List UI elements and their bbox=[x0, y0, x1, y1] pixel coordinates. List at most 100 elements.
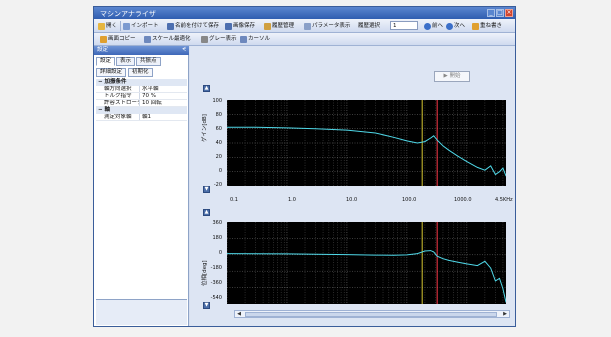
property-value[interactable]: 10 回転 bbox=[142, 100, 162, 106]
minimize-button[interactable]: _ bbox=[487, 9, 495, 17]
data-point bbox=[457, 155, 458, 157]
phase-chart[interactable] bbox=[226, 222, 507, 304]
start-button[interactable]: ▶ 開始 bbox=[434, 71, 470, 82]
gain-ytick: 40 bbox=[215, 140, 222, 146]
property-key: 許容ストローク bbox=[96, 100, 140, 106]
scale-icon bbox=[144, 35, 151, 43]
overlay-button[interactable]: 重ね書き bbox=[472, 21, 502, 31]
data-point bbox=[484, 260, 486, 262]
property-row[interactable]: 測定対象軸 軸1 bbox=[96, 114, 187, 121]
next-button[interactable]: 次へ bbox=[446, 21, 465, 31]
save-image-label: 画像保存 bbox=[233, 23, 256, 29]
property-value[interactable]: 水平軸 bbox=[142, 86, 159, 92]
prev-button[interactable]: 前へ bbox=[424, 21, 443, 31]
property-row[interactable]: トルク指令 70 % bbox=[96, 93, 187, 100]
import-icon bbox=[123, 22, 130, 30]
cursor-label: カーソル bbox=[248, 36, 271, 42]
gain-ytick: 20 bbox=[215, 154, 222, 160]
import-button[interactable]: インポート bbox=[123, 21, 159, 31]
gray-view-button[interactable]: グレー表示 bbox=[201, 34, 237, 44]
param-view-label: パラメータ表示 bbox=[312, 23, 351, 29]
prev-label: 前へ bbox=[432, 23, 444, 29]
phase-ytick: 360 bbox=[212, 220, 222, 226]
freq-tick: 0.1 bbox=[230, 197, 238, 203]
settings-actions: 詳細設定 初期化 bbox=[96, 68, 153, 77]
parameter-icon bbox=[304, 22, 311, 30]
start-label: 開始 bbox=[449, 73, 461, 79]
param-view-button[interactable]: パラメータ表示 bbox=[304, 21, 350, 31]
open-button[interactable]: 開く bbox=[98, 21, 117, 31]
app-window: マシンアナライザ _ □ × 開く インポート 名前を付けて保存 画像保存 履歴… bbox=[93, 6, 516, 327]
data-point bbox=[495, 280, 496, 282]
close-button[interactable]: × bbox=[505, 9, 513, 17]
scale-fit-label: スケール最適化 bbox=[152, 36, 191, 42]
data-point bbox=[436, 139, 438, 141]
data-point bbox=[466, 263, 468, 265]
scale-fit-button[interactable]: スケール最適化 bbox=[144, 34, 191, 44]
initialize-button[interactable]: 初期化 bbox=[128, 68, 153, 77]
data-point bbox=[442, 145, 444, 147]
phase-ytick: 0 bbox=[218, 250, 222, 256]
data-point bbox=[448, 260, 450, 261]
data-point bbox=[490, 165, 492, 167]
history-button[interactable]: 履歴管理 bbox=[264, 21, 294, 31]
overlay-label: 重ね書き bbox=[480, 23, 503, 29]
copy-image-button[interactable]: 画面コピー bbox=[100, 34, 136, 44]
data-point bbox=[417, 142, 418, 144]
history-icon bbox=[264, 22, 271, 30]
tab-display[interactable]: 表示 bbox=[116, 57, 136, 66]
toolbar-separator bbox=[120, 21, 121, 31]
data-point bbox=[406, 254, 408, 256]
property-key: トルク指令 bbox=[96, 93, 140, 99]
scroll-thumb[interactable] bbox=[245, 312, 497, 317]
collapse-bottom-icon[interactable]: ▼ bbox=[203, 302, 210, 309]
settings-pane: 設定 ᗕ 設定 表示 共振点 詳細設定 初期化 − 加振条件 軸方向選択 水平軸 … bbox=[94, 46, 189, 326]
phase-ytick: 180 bbox=[212, 235, 222, 241]
collapse-phase-icon[interactable]: ▲ bbox=[203, 209, 210, 216]
property-row[interactable]: 許容ストローク 10 回転 bbox=[96, 100, 187, 107]
property-category[interactable]: − 加振条件 bbox=[96, 79, 187, 86]
data-point bbox=[476, 265, 478, 266]
scroll-left-icon[interactable]: ◀ bbox=[237, 311, 241, 317]
data-point bbox=[499, 277, 500, 279]
history-label: 履歴管理 bbox=[272, 23, 295, 29]
gain-plot[interactable] bbox=[226, 100, 507, 186]
data-point bbox=[406, 140, 408, 142]
collapse-top-icon[interactable]: ▲ bbox=[203, 85, 210, 92]
category-label: 軸 bbox=[104, 107, 111, 113]
property-value[interactable]: 70 % bbox=[142, 93, 156, 99]
horizontal-scrollbar[interactable]: ◀ ▶ bbox=[234, 310, 510, 318]
pin-icon[interactable]: ᗕ bbox=[182, 47, 186, 53]
history-select-label: 履歴選択 bbox=[358, 21, 380, 31]
history-select-input[interactable]: 1 bbox=[390, 21, 418, 30]
data-point bbox=[255, 253, 257, 255]
property-row[interactable]: 軸方向選択 水平軸 bbox=[96, 86, 187, 93]
collapse-middle-icon[interactable]: ▼ bbox=[203, 186, 210, 193]
property-category[interactable]: − 軸 bbox=[96, 107, 187, 114]
phase-ytick: -360 bbox=[210, 280, 222, 286]
gain-chart[interactable] bbox=[226, 100, 507, 186]
tab-settings[interactable]: 設定 bbox=[96, 57, 116, 66]
data-point bbox=[286, 127, 288, 129]
data-point bbox=[315, 128, 316, 130]
title-bar: マシンアナライザ _ □ × bbox=[94, 7, 515, 19]
save-as-button[interactable]: 名前を付けて保存 bbox=[167, 21, 219, 31]
cursor-button[interactable]: カーソル bbox=[240, 34, 270, 44]
data-point bbox=[502, 167, 504, 169]
detail-settings-button[interactable]: 詳細設定 bbox=[96, 68, 127, 77]
maximize-button[interactable]: □ bbox=[496, 9, 504, 17]
data-point bbox=[490, 267, 492, 269]
data-point bbox=[315, 253, 316, 255]
data-point bbox=[417, 253, 418, 255]
history-select-text: 履歴選択 bbox=[358, 23, 381, 29]
response-trace bbox=[227, 126, 507, 177]
data-point bbox=[448, 149, 450, 151]
tab-resonance[interactable]: 共振点 bbox=[136, 57, 161, 66]
phase-plot[interactable] bbox=[226, 222, 507, 304]
data-point bbox=[393, 136, 394, 138]
freq-tick: 1000.0 bbox=[454, 197, 472, 203]
property-value[interactable]: 軸1 bbox=[142, 114, 151, 120]
save-icon bbox=[167, 22, 174, 30]
save-image-button[interactable]: 画像保存 bbox=[225, 21, 255, 31]
scroll-right-icon[interactable]: ▶ bbox=[503, 311, 507, 317]
